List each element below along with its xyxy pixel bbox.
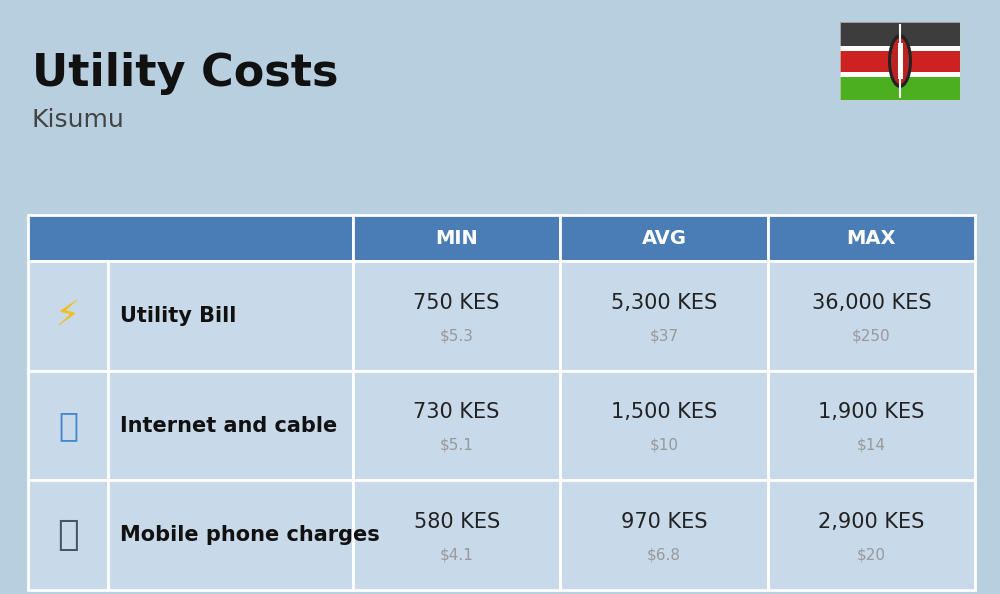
FancyBboxPatch shape [353,215,560,261]
Text: $6.8: $6.8 [647,548,681,563]
Text: ⚡: ⚡ [55,299,81,333]
FancyBboxPatch shape [28,371,108,481]
FancyBboxPatch shape [28,261,108,371]
FancyBboxPatch shape [28,215,353,261]
FancyBboxPatch shape [768,371,975,481]
FancyBboxPatch shape [768,215,975,261]
Text: 📶: 📶 [58,409,78,442]
Text: $37: $37 [649,328,679,343]
Text: MAX: MAX [847,229,896,248]
Text: Internet and cable: Internet and cable [120,415,337,435]
Text: 580 KES: 580 KES [414,512,500,532]
FancyBboxPatch shape [353,481,560,590]
Text: $250: $250 [852,328,891,343]
Text: 1,500 KES: 1,500 KES [611,402,717,422]
FancyBboxPatch shape [353,371,560,481]
Text: $20: $20 [857,548,886,563]
FancyBboxPatch shape [108,371,353,481]
Text: 970 KES: 970 KES [621,512,707,532]
FancyBboxPatch shape [108,261,353,371]
FancyBboxPatch shape [840,48,960,74]
FancyBboxPatch shape [840,71,960,77]
Text: $10: $10 [650,438,678,453]
Text: 2,900 KES: 2,900 KES [818,512,925,532]
Ellipse shape [891,38,909,84]
Text: 730 KES: 730 KES [413,402,500,422]
Text: 5,300 KES: 5,300 KES [611,293,717,312]
Text: 📱: 📱 [57,518,79,552]
Text: Utility Costs: Utility Costs [32,52,338,95]
Text: $4.1: $4.1 [440,548,474,563]
Text: AVG: AVG [642,229,686,248]
Ellipse shape [888,34,912,88]
FancyBboxPatch shape [898,43,902,79]
Text: MIN: MIN [435,229,478,248]
FancyBboxPatch shape [28,481,108,590]
FancyBboxPatch shape [768,481,975,590]
Text: Mobile phone charges: Mobile phone charges [120,525,380,545]
FancyBboxPatch shape [560,215,768,261]
Text: Kisumu: Kisumu [32,108,125,132]
Text: $14: $14 [857,438,886,453]
Text: Utility Bill: Utility Bill [120,306,236,326]
Text: $5.1: $5.1 [440,438,474,453]
FancyBboxPatch shape [560,261,768,371]
FancyBboxPatch shape [560,371,768,481]
Text: 750 KES: 750 KES [413,293,500,312]
Text: 36,000 KES: 36,000 KES [812,293,931,312]
FancyBboxPatch shape [840,22,960,48]
FancyBboxPatch shape [353,261,560,371]
FancyBboxPatch shape [560,481,768,590]
Text: 1,900 KES: 1,900 KES [818,402,925,422]
Text: $5.3: $5.3 [440,328,474,343]
FancyBboxPatch shape [840,46,960,50]
FancyBboxPatch shape [108,481,353,590]
FancyBboxPatch shape [840,74,960,100]
FancyBboxPatch shape [768,261,975,371]
